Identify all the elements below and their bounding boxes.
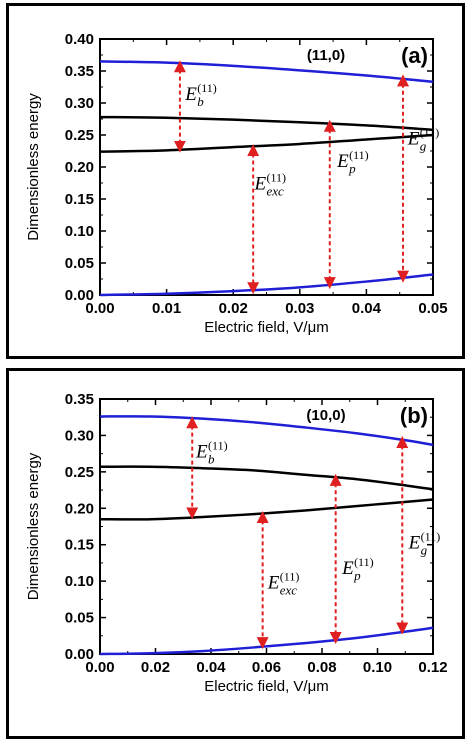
x-axis-label: Electric field, V/μm bbox=[204, 319, 329, 336]
y-tick-label: 0.15 bbox=[65, 191, 94, 208]
x-tick-label: 0.02 bbox=[219, 300, 248, 317]
y-axis-label: Dimensionless energy bbox=[25, 93, 42, 241]
chart-panel-b: 0.00 0.02 0.04 0.06 0.08 0.10 0.12 0.00 0.05 0.10… bbox=[6, 368, 465, 739]
series-line-3 bbox=[99, 133, 434, 153]
y-tick-label: 0.25 bbox=[65, 464, 94, 481]
y-tick-label: 0.25 bbox=[65, 127, 94, 144]
x-tick-label: 0.05 bbox=[418, 300, 447, 317]
annotation-superscript: (11) bbox=[280, 569, 300, 583]
annotation-subscript: p bbox=[353, 568, 361, 583]
annotation-superscript: (11) bbox=[354, 555, 374, 569]
annotation-subscript: b bbox=[208, 451, 215, 466]
y-tick-label: 0.30 bbox=[65, 427, 94, 444]
annotation-symbol: E bbox=[267, 572, 280, 593]
x-tick-label: 0.00 bbox=[85, 300, 114, 317]
chirality-label: (10,0) bbox=[306, 407, 345, 424]
x-tick-label: 0.03 bbox=[285, 300, 314, 317]
series-line-1 bbox=[99, 415, 434, 447]
panel-label: (b) bbox=[400, 403, 428, 428]
annotation-subscript: exc bbox=[280, 582, 298, 597]
series-line-4 bbox=[99, 273, 434, 297]
series-line-1 bbox=[99, 60, 434, 84]
annotation-symbol: E bbox=[336, 151, 349, 172]
x-tick-label: 0.08 bbox=[307, 659, 336, 676]
y-tick-label: 0.35 bbox=[65, 63, 94, 80]
x-tick-label: 0.00 bbox=[85, 659, 114, 676]
x-tick-label: 0.10 bbox=[363, 659, 392, 676]
annotation-superscript: (11) bbox=[267, 170, 287, 184]
chirality-label: (11,0) bbox=[307, 47, 345, 64]
annotation-subscript: g bbox=[420, 139, 427, 154]
annotation-symbol: E bbox=[254, 173, 267, 194]
panel-label: (a) bbox=[401, 43, 428, 68]
annotation-subscript: exc bbox=[267, 183, 285, 198]
chart-b-svg: 0.00 0.02 0.04 0.06 0.08 0.10 0.12 0.00 0.05 0.10… bbox=[25, 391, 448, 695]
x-tick-label: 0.02 bbox=[141, 659, 170, 676]
y-tick-label: 0.20 bbox=[65, 159, 94, 176]
annotation-symbol: E bbox=[407, 129, 420, 150]
annotation-subscript: g bbox=[421, 542, 428, 557]
x-tick-label: 0.04 bbox=[352, 300, 382, 317]
chart-a-svg: 0.00 0.01 0.02 0.03 0.04 0.05 0.00 0.05 0.10 0.15… bbox=[25, 31, 448, 336]
x-axis-label: Electric field, V/μm bbox=[204, 678, 329, 695]
annotation-superscript: (11) bbox=[421, 529, 441, 543]
y-tick-label: 0.05 bbox=[65, 610, 94, 627]
x-tick-label: 0.04 bbox=[196, 659, 226, 676]
x-tick-label: 0.01 bbox=[152, 300, 181, 317]
series-line-2 bbox=[99, 465, 434, 491]
y-tick-label: 0.15 bbox=[65, 537, 94, 554]
chart-panel-a: 0.00 0.01 0.02 0.03 0.04 0.05 0.00 0.05 0.10 0.15… bbox=[6, 3, 465, 359]
y-tick-label: 0.40 bbox=[65, 31, 94, 48]
annotation-superscript: (11) bbox=[208, 438, 228, 452]
y-tick-label: 0.35 bbox=[65, 391, 94, 408]
annotation-symbol: E bbox=[341, 558, 354, 579]
series-line-2 bbox=[99, 115, 434, 132]
x-tick-label: 0.06 bbox=[252, 659, 281, 676]
x-tick-label: 0.12 bbox=[418, 659, 447, 676]
y-tick-label: 0.00 bbox=[65, 646, 94, 663]
y-axis-label: Dimensionless energy bbox=[25, 452, 42, 600]
annotation-symbol: E bbox=[184, 84, 197, 105]
annotation-subscript: b bbox=[197, 94, 204, 109]
y-tick-label: 0.10 bbox=[65, 573, 94, 590]
annotation-superscript: (11) bbox=[420, 126, 440, 140]
annotation-superscript: (11) bbox=[349, 148, 369, 162]
y-tick-label: 0.00 bbox=[65, 287, 94, 304]
y-tick-label: 0.30 bbox=[65, 95, 94, 112]
annotation-symbol: E bbox=[195, 441, 208, 462]
annotation-symbol: E bbox=[408, 532, 421, 553]
series-line-3 bbox=[99, 498, 434, 521]
annotation-subscript: p bbox=[348, 161, 356, 176]
y-tick-label: 0.05 bbox=[65, 255, 94, 272]
y-tick-label: 0.10 bbox=[65, 223, 94, 240]
y-tick-label: 0.20 bbox=[65, 500, 94, 517]
annotation-superscript: (11) bbox=[197, 81, 217, 95]
